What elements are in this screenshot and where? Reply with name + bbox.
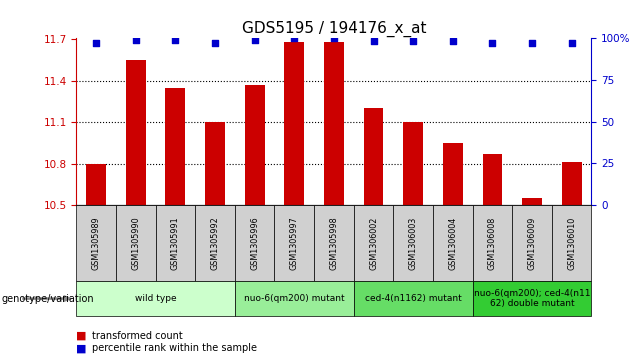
Text: GSM1306008: GSM1306008 <box>488 217 497 270</box>
Bar <box>126 60 146 205</box>
Bar <box>284 42 304 205</box>
Bar <box>364 109 384 205</box>
Text: GSM1305989: GSM1305989 <box>92 216 100 270</box>
Bar <box>403 122 423 205</box>
Text: genotype/variation: genotype/variation <box>1 294 94 303</box>
Point <box>368 38 378 44</box>
Title: GDS5195 / 194176_x_at: GDS5195 / 194176_x_at <box>242 21 426 37</box>
Text: GSM1306002: GSM1306002 <box>369 216 378 270</box>
Text: GSM1306003: GSM1306003 <box>409 217 418 270</box>
Bar <box>443 143 463 205</box>
Text: ced-4(n1162) mutant: ced-4(n1162) mutant <box>365 294 462 303</box>
Text: percentile rank within the sample: percentile rank within the sample <box>92 343 257 354</box>
Text: transformed count: transformed count <box>92 331 183 341</box>
Bar <box>205 122 225 205</box>
Text: GSM1306004: GSM1306004 <box>448 217 457 270</box>
Bar <box>165 88 185 205</box>
Point <box>448 38 458 44</box>
Point <box>487 40 497 46</box>
Point <box>329 35 339 41</box>
Text: ■: ■ <box>76 343 87 354</box>
Text: ■: ■ <box>76 331 87 341</box>
Point <box>408 38 418 44</box>
Point <box>567 40 577 46</box>
Text: GSM1305991: GSM1305991 <box>171 216 180 270</box>
Text: GSM1306009: GSM1306009 <box>527 216 537 270</box>
Point <box>289 35 300 41</box>
Text: GSM1305996: GSM1305996 <box>250 216 259 270</box>
Text: GSM1305998: GSM1305998 <box>329 216 338 270</box>
Bar <box>324 42 344 205</box>
Point <box>210 40 220 46</box>
Point <box>91 40 101 46</box>
Text: nuo-6(qm200) mutant: nuo-6(qm200) mutant <box>244 294 345 303</box>
Text: GSM1305997: GSM1305997 <box>290 216 299 270</box>
Text: nuo-6(qm200); ced-4(n11
62) double mutant: nuo-6(qm200); ced-4(n11 62) double mutan… <box>474 289 590 308</box>
Point <box>249 37 259 43</box>
Point <box>170 37 181 43</box>
Text: wild type: wild type <box>135 294 176 303</box>
Bar <box>522 198 542 205</box>
Text: GSM1306010: GSM1306010 <box>567 217 576 270</box>
Point <box>527 40 537 46</box>
Bar <box>562 162 581 205</box>
Text: GSM1305992: GSM1305992 <box>211 216 219 270</box>
Bar <box>86 164 106 205</box>
Point <box>130 37 141 43</box>
Bar <box>245 85 265 205</box>
Bar <box>483 154 502 205</box>
Text: GSM1305990: GSM1305990 <box>131 216 141 270</box>
